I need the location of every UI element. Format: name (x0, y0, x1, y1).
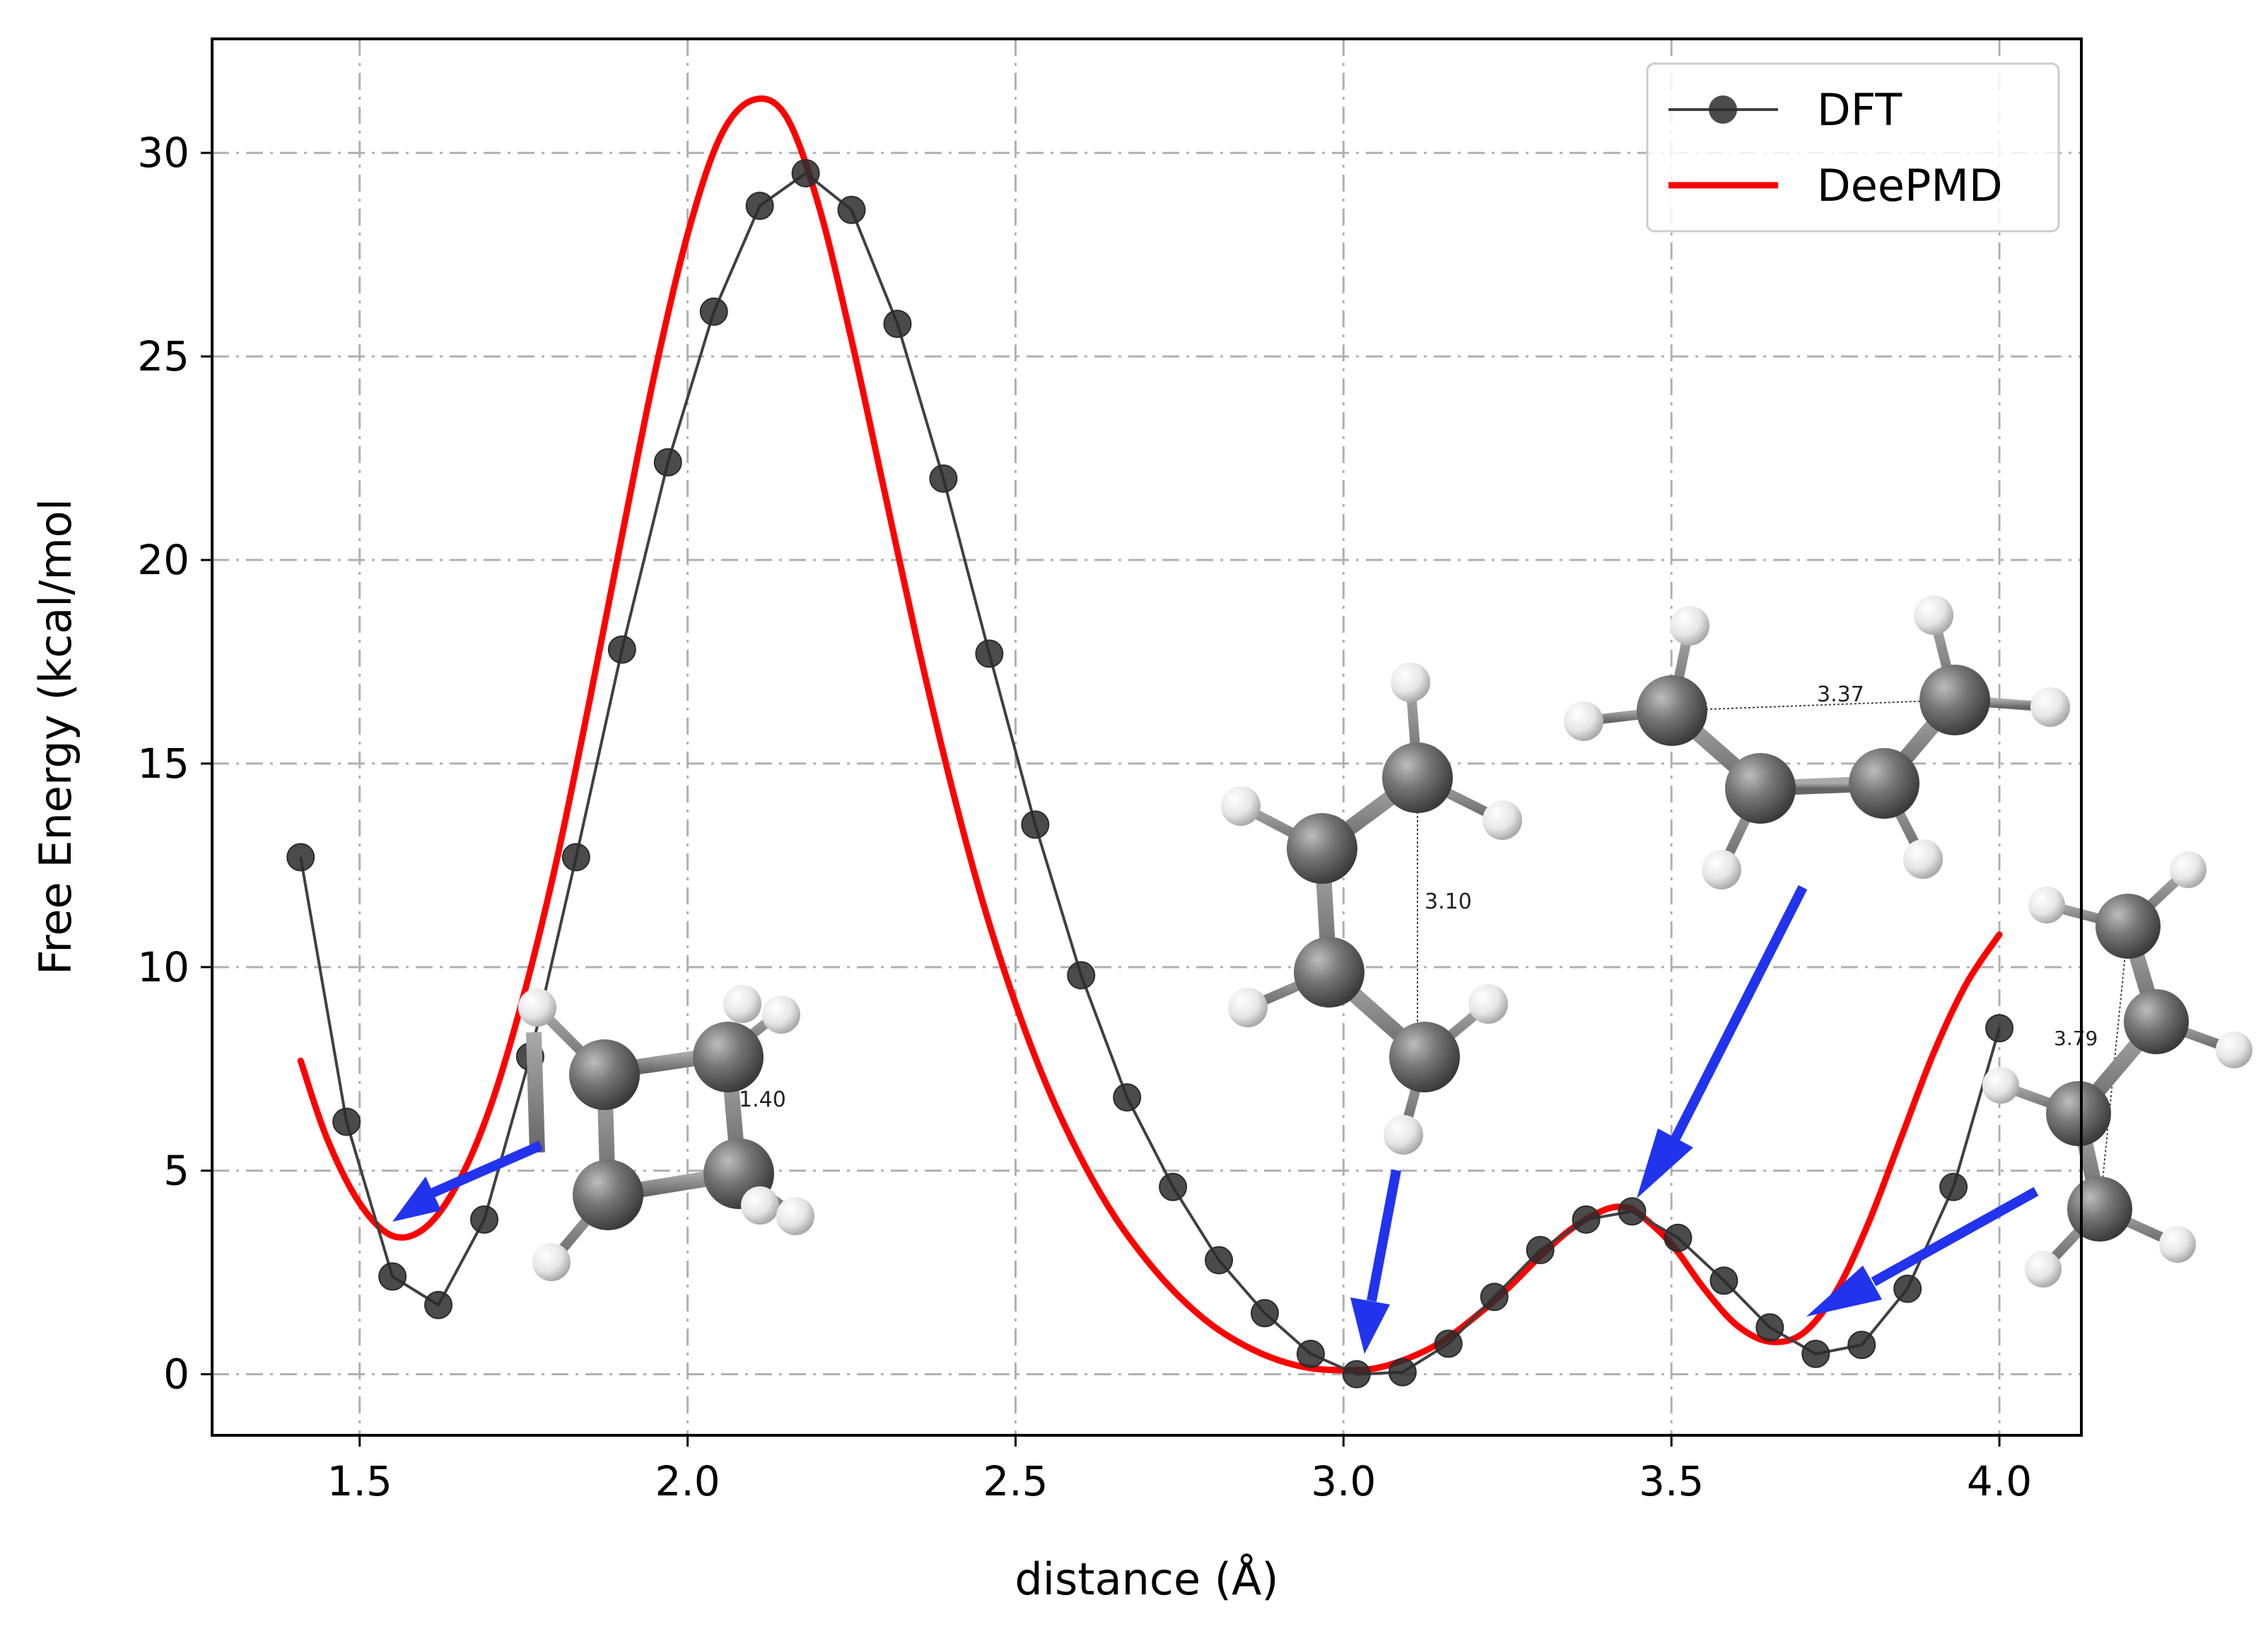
data-point-dft (1021, 810, 1050, 839)
legend-label-dft: DFT (1817, 84, 1902, 136)
x-axis: 1.5 2.0 2.5 3.0 3.5 4.0 (327, 1435, 2032, 1505)
data-point-dft (653, 448, 682, 477)
data-point-dft (1067, 961, 1096, 990)
data-point-dft (1801, 1339, 1830, 1368)
molecule-inset-1: 1.40 (518, 985, 814, 1281)
arrow-2 (1350, 1169, 1401, 1354)
data-point-dft (975, 639, 1004, 668)
x-tick-label: 2.0 (655, 1457, 720, 1505)
data-point-dft (1847, 1331, 1876, 1360)
x-tick-label: 3.0 (1311, 1457, 1376, 1505)
series-line-deepmd (297, 95, 2003, 1374)
data-point-dft (1388, 1358, 1417, 1387)
annotation-arrows (392, 885, 2039, 1354)
molecule-label: 3.37 (1817, 682, 1864, 707)
data-point-dft (1618, 1197, 1647, 1226)
data-point-dft (1664, 1223, 1693, 1252)
data-point-dft (1250, 1299, 1279, 1328)
data-point-dft (929, 464, 958, 493)
arrow-3 (1637, 885, 1808, 1198)
y-axis: 0 5 10 15 20 25 30 (137, 129, 212, 1399)
data-point-dft (1434, 1329, 1463, 1358)
series-deepmd (297, 95, 2003, 1374)
molecule-label: 1.40 (739, 1087, 786, 1112)
data-point-dft (745, 192, 774, 221)
data-point-dft (1296, 1339, 1325, 1368)
data-point-dft (1755, 1313, 1784, 1342)
molecule-inset-4: 3.79 (1982, 851, 2252, 1288)
data-point-dft (791, 159, 820, 188)
data-point-dft (1159, 1172, 1188, 1201)
legend-item-deepmd: DeePMD (1668, 160, 2003, 211)
data-point-dft (561, 843, 590, 872)
data-point-dft (1342, 1360, 1371, 1389)
x-axis-label: distance (Å) (1015, 1553, 1278, 1605)
data-point-dft (1572, 1205, 1601, 1234)
y-tick-label: 30 (137, 129, 189, 177)
x-tick-label: 3.5 (1639, 1457, 1704, 1505)
legend-label-deepmd: DeePMD (1817, 160, 2003, 211)
data-point-dft (1985, 1014, 2014, 1043)
legend-box (1646, 62, 2060, 233)
plot-frame (211, 37, 2083, 1437)
legend: DFT DeePMD (1646, 62, 2060, 233)
y-tick-label: 0 (163, 1350, 189, 1399)
molecule-label: 3.79 (2054, 1027, 2098, 1050)
molecule-inset-3: 3.37 (1564, 595, 2070, 889)
molecule-label: 3.10 (1425, 889, 1472, 914)
data-point-dft (1113, 1083, 1142, 1112)
data-point-dft (1480, 1283, 1509, 1312)
arrow-4 (1806, 1186, 2039, 1317)
data-point-dft (286, 843, 315, 872)
legend-marker-dft (1709, 95, 1737, 124)
y-axis-label: Free Energy (kcal/mol (30, 498, 81, 975)
data-point-dft (1709, 1266, 1738, 1295)
molecule-inset-2: 3.10 (1221, 663, 1522, 1155)
y-tick-label: 10 (137, 943, 189, 991)
data-point-dft (424, 1290, 453, 1319)
legend-item-dft: DFT (1668, 84, 1902, 136)
y-tick-label: 25 (137, 332, 189, 380)
data-point-dft (1205, 1246, 1234, 1275)
data-point-dft (883, 310, 912, 339)
data-point-dft (1526, 1236, 1555, 1265)
x-tick-label: 2.5 (983, 1457, 1048, 1505)
grid (212, 39, 2081, 1435)
x-tick-label: 4.0 (1967, 1457, 2032, 1505)
arrow-1 (392, 1140, 543, 1222)
data-point-dft (378, 1262, 407, 1291)
data-point-dft (837, 195, 866, 224)
data-point-dft (332, 1107, 361, 1136)
data-point-dft (699, 297, 728, 326)
x-tick-label: 1.5 (327, 1457, 392, 1505)
data-point-dft (607, 635, 636, 664)
data-point-dft (470, 1205, 499, 1234)
y-tick-label: 5 (163, 1147, 189, 1195)
y-tick-label: 15 (137, 740, 189, 788)
data-point-dft (1893, 1274, 1922, 1303)
data-point-dft (1939, 1172, 1968, 1201)
y-tick-label: 20 (137, 536, 189, 584)
